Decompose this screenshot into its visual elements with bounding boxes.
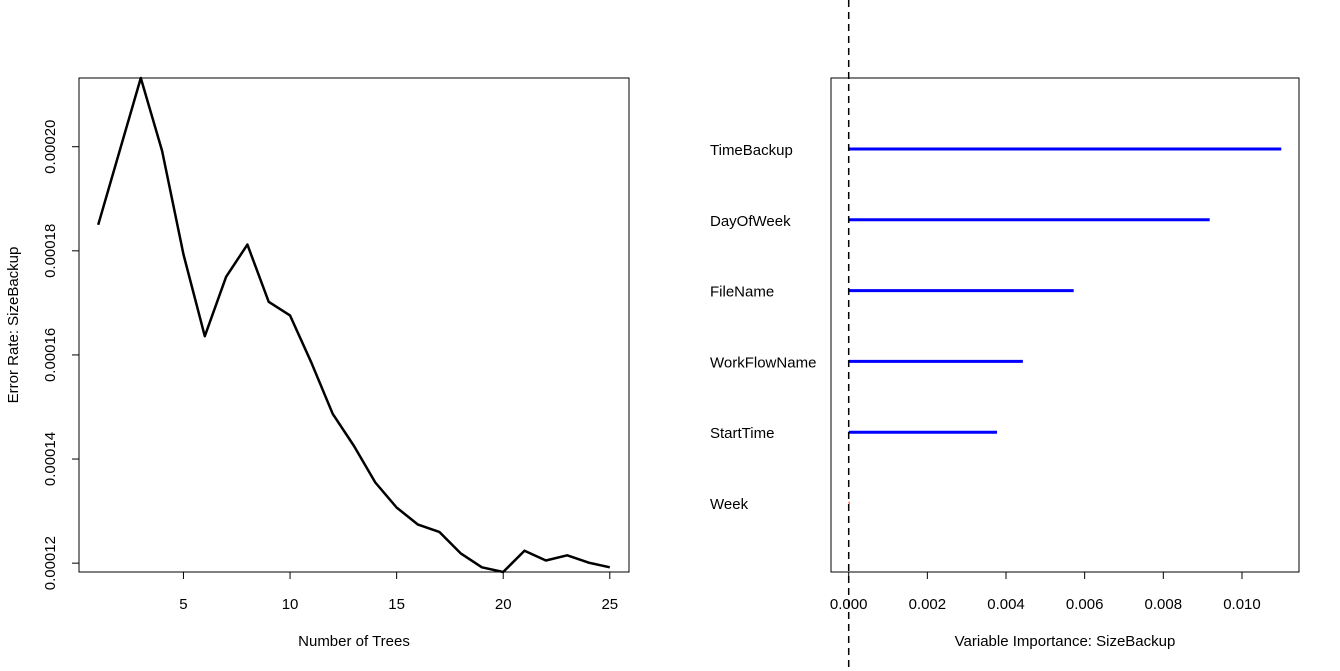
x-tick-label: 15	[388, 596, 405, 613]
importance-category-labels: TimeBackup DayOfWeek FileName WorkFlowName S…	[710, 142, 816, 513]
x-tick-label: 0.006	[1066, 596, 1104, 613]
category-label: StartTime	[710, 425, 774, 442]
category-label: FileName	[710, 284, 774, 301]
y-tick-label: 0.00018	[42, 224, 59, 278]
x-tick-label: 5	[179, 596, 187, 613]
category-label: TimeBackup	[710, 142, 793, 159]
error-rate-x-label: Number of Trees	[298, 633, 410, 650]
y-tick-label: 0.00016	[42, 328, 59, 382]
importance-x-label: Variable Importance: SizeBackup	[955, 633, 1176, 650]
category-label: DayOfWeek	[710, 213, 791, 230]
error-rate-y-label: Error Rate: SizeBackup	[5, 247, 22, 404]
x-tick-label: 0.008	[1145, 596, 1183, 613]
importance-plot-frame	[830, 77, 1300, 573]
error-rate-chart: 5 10 15 20 25 0.000120.000140.000160.000180.…	[5, 76, 630, 650]
error-rate-y-axis: 0.00012 0.00014 0.00016 0.00018 0.00020	[42, 120, 79, 590]
x-tick-label: 20	[495, 596, 512, 613]
error-rate-x-axis: 5 10 15 20 25	[179, 572, 618, 613]
category-label: Week	[710, 496, 749, 513]
x-tick-label: 0.010	[1223, 596, 1261, 613]
x-tick-label: 25	[601, 596, 618, 613]
y-tick-label: 0.00014	[42, 432, 59, 486]
error-rate-plot-frame	[78, 77, 630, 573]
y-tick-label: 0.00020	[42, 120, 59, 174]
error-rate-line	[96, 76, 611, 574]
importance-x-axis: 0.000 0.002 0.004 0.006 0.008 0.010	[830, 572, 1261, 613]
category-label: WorkFlowName	[710, 354, 816, 371]
y-tick-label: 0.00012	[42, 536, 59, 590]
variable-importance-chart: 0.000 0.002 0.004 0.006 0.008 0.010 TimeBacku…	[710, 0, 1300, 671]
importance-bars	[848, 147, 1282, 505]
x-tick-label: 0.002	[909, 596, 947, 613]
x-tick-label: 0.004	[987, 596, 1025, 613]
x-tick-label: 10	[282, 596, 299, 613]
